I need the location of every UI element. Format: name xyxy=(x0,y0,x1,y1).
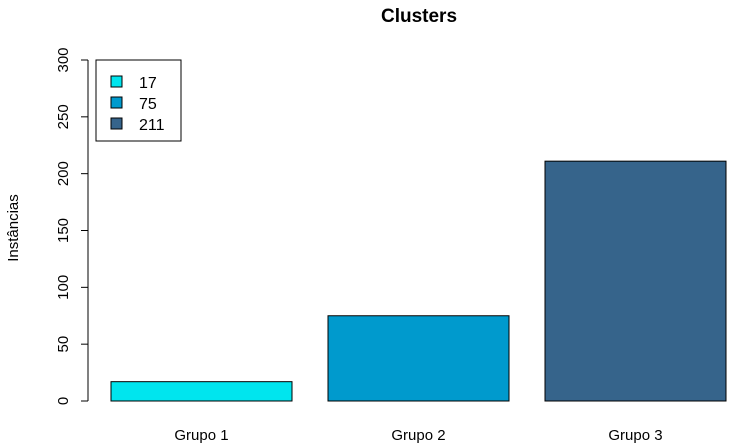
x-tick-labels: Grupo 1 Grupo 2 Grupo 3 xyxy=(174,427,662,444)
y-tick-label: 250 xyxy=(55,104,72,129)
legend: 17 75 211 xyxy=(95,59,182,142)
chart-title: Clusters xyxy=(381,6,457,27)
x-tick-label: Grupo 3 xyxy=(608,427,662,444)
y-tick-label: 200 xyxy=(55,161,72,186)
y-axis-label: Instâncias xyxy=(5,194,22,262)
legend-swatch xyxy=(110,75,123,88)
y-tick-label: 300 xyxy=(55,47,72,72)
legend-label: 17 xyxy=(139,75,157,92)
y-tick-label: 100 xyxy=(55,275,72,300)
bar xyxy=(327,315,510,402)
x-tick-label: Grupo 1 xyxy=(174,427,228,444)
y-tick-label: 150 xyxy=(55,218,72,243)
legend-swatch xyxy=(110,117,123,130)
bars-group xyxy=(110,160,727,402)
bar xyxy=(110,381,293,402)
y-axis: 0 50 100 150 200 250 300 xyxy=(55,47,89,405)
legend-label: 211 xyxy=(139,117,165,134)
y-tick-label: 50 xyxy=(55,336,72,353)
y-tick-label: 0 xyxy=(55,397,72,405)
legend-box xyxy=(95,59,182,142)
legend-label: 75 xyxy=(139,96,157,113)
legend-swatch xyxy=(110,96,123,109)
bar xyxy=(544,160,727,402)
x-tick-label: Grupo 2 xyxy=(391,427,445,444)
